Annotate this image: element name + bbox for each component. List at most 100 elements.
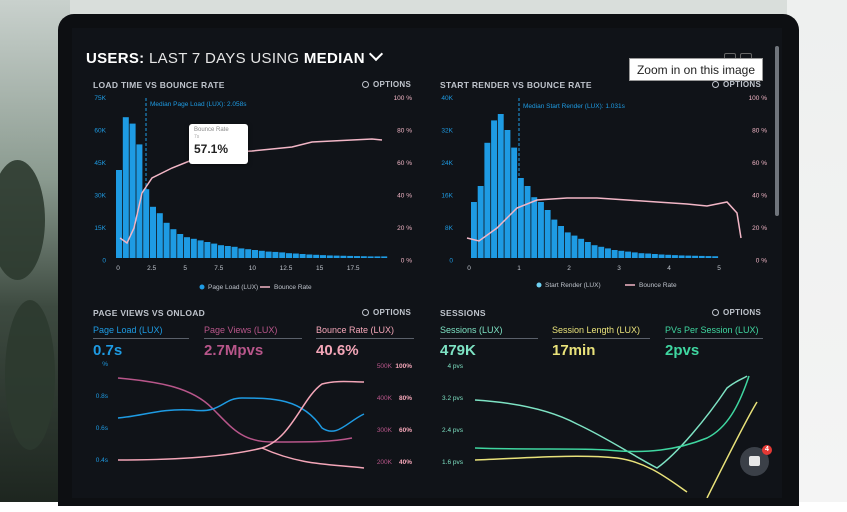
gear-icon [712,309,719,316]
histogram-bar [517,178,524,258]
options-button[interactable]: OPTIONS [712,80,761,89]
chevron-down-icon[interactable] [368,46,383,62]
scrollbar[interactable] [775,46,779,216]
axis-tick-label: 0.8s [96,393,109,400]
legend-label: Bounce Rate [274,284,312,291]
axis-tick-label: 2.5 [147,265,156,272]
histogram-bar [544,210,551,258]
axis-tick-label: 60 % [752,160,767,167]
histogram-bar [504,130,511,258]
page-title[interactable]: USERS: LAST 7 DAYS USING MEDIAN [86,46,383,67]
metric-label: Page Load (LUX) [93,325,163,335]
pvs-per-session-line [474,375,750,453]
histogram-bar [360,256,367,258]
plant-leaf [0,160,45,280]
zoom-tooltip[interactable]: Zoom in on this image [629,58,763,81]
histogram-bar [224,246,231,258]
histogram-bar [685,255,692,258]
histogram-bar [245,249,252,258]
chat-icon [749,456,760,466]
axis-tick-label: 2 [567,265,571,272]
panel-title-load-time: LOAD TIME VS BOUNCE RATE [93,80,225,90]
axis-tick-label: 5 [183,265,187,272]
axis-tick-label: 10 [249,265,257,272]
axis-tick-label: 30K [94,193,106,200]
histogram-bar [129,123,136,258]
notification-badge: 4 [762,445,772,455]
histogram-bar [367,256,374,258]
axis-tick-label: 80 % [752,128,767,135]
session-length-line [706,401,758,498]
histogram-bar [598,246,605,258]
histogram-bar [692,255,698,258]
axis-tick-label: 100 % [394,95,413,102]
axis-tick-label: 40% [399,459,412,466]
histogram-bar [218,245,224,258]
axis-tick-label: 100 % [749,95,768,102]
histogram-bar [618,250,625,258]
bottom-strip [0,502,847,512]
histogram-bar [645,253,652,258]
histogram-bar [258,250,265,258]
axis-tick-label: 400K [377,395,393,402]
histogram-bar [340,255,347,258]
axis-tick-label: 1.6 pvs [442,459,464,466]
tooltip-title: Bounce Rate [194,127,229,133]
histogram-bar [571,235,578,258]
metric-label: Page Views (LUX) [204,325,278,335]
histogram-bar [238,248,245,258]
axis-tick-label: 1 [517,265,521,272]
histogram-bar [347,255,354,258]
chat-button[interactable]: 4 [740,445,772,476]
metric-value: 17min [552,342,596,359]
axis-tick-label: 45K [94,160,106,167]
histogram-bar [538,202,544,258]
divider [204,338,302,339]
panel-title-sessions: SESSIONS [440,308,486,318]
divider [316,338,414,339]
histogram-bar [705,256,712,258]
histogram-bar [286,253,292,258]
histogram-bar [558,226,564,258]
axis-tick-label: 7.5 [214,265,223,272]
axis-tick-label: 60% [399,427,412,434]
axis-tick-label: 40K [441,95,453,102]
metric-label: Bounce Rate (LUX) [316,325,395,335]
metric-value: 2pvs [665,342,700,359]
histogram-bar [326,255,333,258]
histogram-bar [170,229,177,258]
metric-label: PVs Per Session (LUX) [665,325,759,335]
axis-tick-label: 12.5 [280,265,293,272]
histogram-bar [292,253,299,258]
legend-label: Start Render (LUX) [545,282,601,289]
histogram-bar [678,255,685,258]
histogram-bar [712,256,719,258]
histogram-bar [197,240,204,258]
histogram-bar [491,120,497,259]
tooltip-sub: 7s [194,134,200,140]
options-button[interactable]: OPTIONS [712,308,761,317]
axis-tick-label: 0.6s [96,425,109,432]
axis-tick-label: 80 % [397,128,412,135]
axis-tick-label: 0 % [401,258,412,265]
histogram-bar [564,232,571,258]
axis-tick-label: 0.4s [96,457,109,464]
divider [665,338,763,339]
histogram-bar [531,197,538,258]
histogram-bar [484,142,491,258]
page-load-line [117,397,365,432]
histogram-bar [471,202,477,258]
histogram-bar [252,250,258,258]
options-button[interactable]: OPTIONS [362,80,411,89]
metric-label: Sessions (LUX) [440,325,503,335]
axis-tick-label: 8K [445,225,454,232]
axis-tick-label: 60K [94,128,106,135]
histogram-bar [381,256,388,258]
sessions-line [474,375,748,469]
median-label: Median Page Load (LUX): 2.058s [150,101,247,108]
metric-label: Session Length (LUX) [552,325,641,335]
histogram-bar [477,186,484,258]
chart-tooltip: Bounce Rate 7s 57.1% [189,124,248,164]
options-button[interactable]: OPTIONS [362,308,411,317]
